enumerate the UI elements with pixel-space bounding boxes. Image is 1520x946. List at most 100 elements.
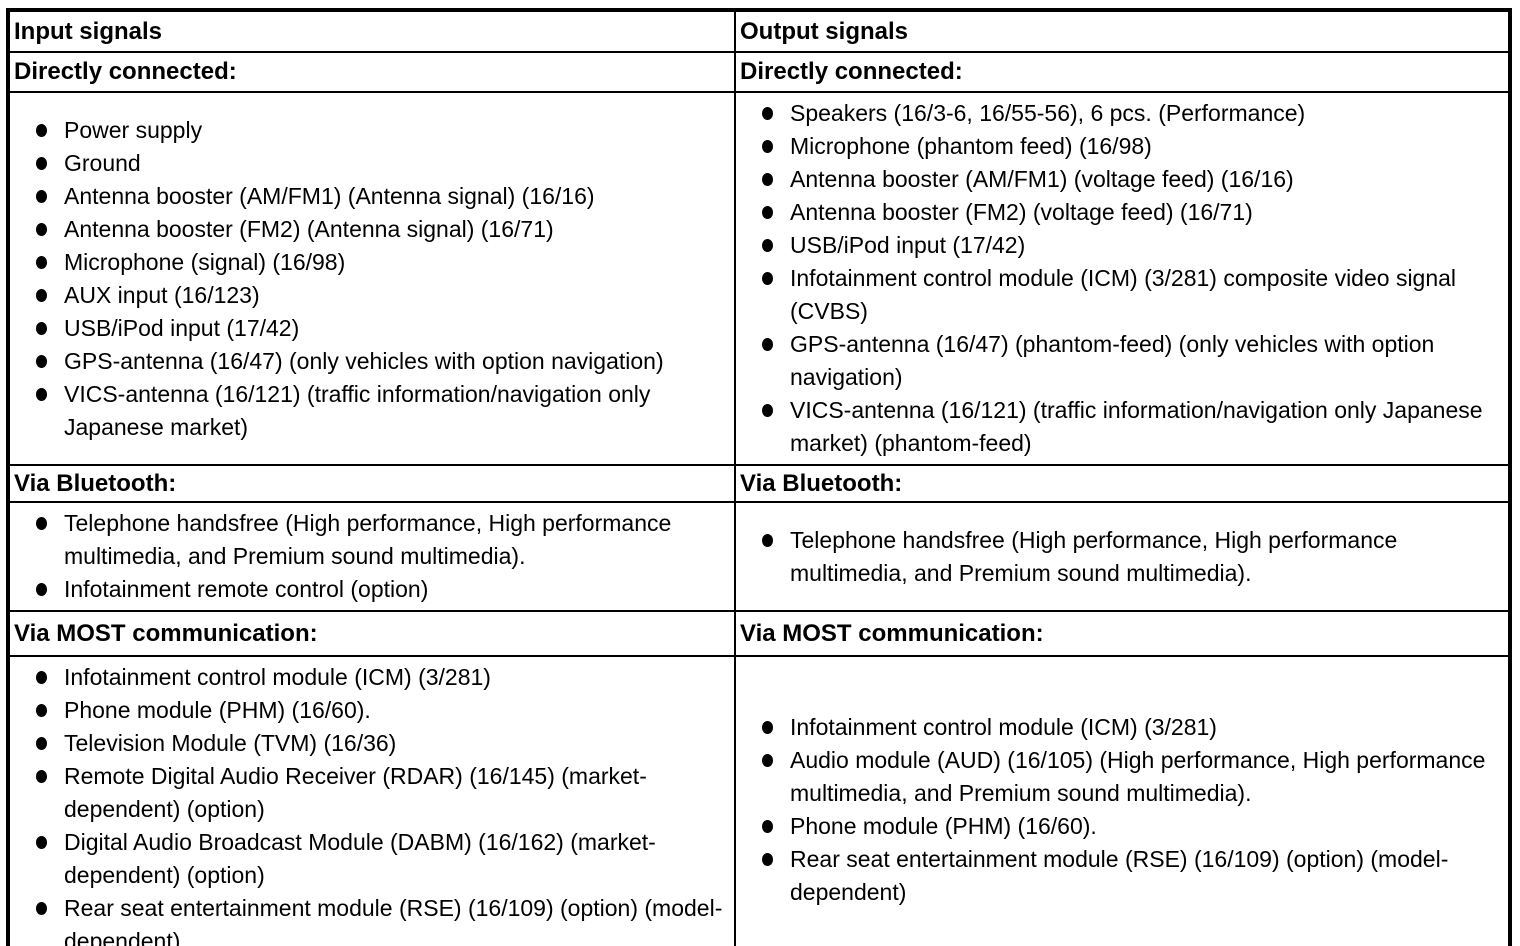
list-item: Antenna booster (FM2) (Antenna signal) (… [36, 213, 728, 246]
bullet-icon [762, 140, 773, 153]
bullet-icon [36, 321, 47, 335]
list-item: Power supply [36, 114, 728, 147]
input-via-bluetooth-title: Via Bluetooth: [7, 464, 736, 503]
bullet-icon [36, 387, 47, 401]
list-item: Speakers (16/3-6, 16/55-56), 6 pcs. (Per… [762, 97, 1502, 130]
input-via-most-title: Via MOST communication: [7, 610, 736, 657]
bullet-icon [36, 222, 47, 236]
list-item: GPS-antenna (16/47) (phantom-feed) (only… [762, 328, 1502, 394]
bullet-icon [36, 737, 47, 750]
list-item-text: VICS-antenna (16/121) (traffic informati… [64, 380, 651, 440]
input-via-most-list: Infotainment control module (ICM) (3/281… [7, 655, 736, 946]
list-item: Microphone (signal) (16/98) [36, 246, 728, 279]
list-item-text: Infotainment remote control (option) [64, 576, 429, 602]
bullet-icon [36, 704, 47, 717]
list-item: AUX input (16/123) [36, 279, 728, 312]
list-item-text: Infotainment control module (ICM) (3/281… [790, 713, 1217, 740]
list-item: Audio module (AUD) (16/105) (High perfor… [762, 744, 1502, 810]
bullet-icon [36, 583, 47, 596]
bullet-icon [762, 338, 773, 351]
list-item-text: Telephone handsfree (High performance, H… [790, 526, 1398, 586]
list-item: Infotainment control module (ICM) (3/281… [762, 711, 1502, 744]
list-item: Digital Audio Broadcast Module (DABM) (1… [36, 826, 728, 892]
list-item-text: GPS-antenna (16/47) (phantom-feed) (only… [790, 331, 1435, 390]
list-item-text: Rear seat entertainment module (RSE) (16… [64, 895, 723, 946]
bullet-icon [36, 671, 47, 684]
bullet-icon [762, 206, 773, 219]
bullet-icon [36, 770, 47, 783]
list-item-text: Audio module (AUD) (16/105) (High perfor… [790, 746, 1486, 806]
input-signals-header: Input signals [7, 9, 736, 53]
list-item-text: AUX input (16/123) [64, 281, 260, 308]
list-item: Remote Digital Audio Receiver (RDAR) (16… [36, 760, 728, 826]
list-item-text: Microphone (phantom feed) (16/98) [790, 133, 1152, 159]
list-item-text: Microphone (signal) (16/98) [64, 248, 346, 275]
input-via-bluetooth-list: Telephone handsfree (High performance, H… [7, 501, 736, 612]
list-item-text: Antenna booster (FM2) (Antenna signal) (… [64, 215, 554, 242]
list-item-text: VICS-antenna (16/121) (traffic informati… [790, 397, 1483, 456]
bullet-icon [36, 836, 47, 849]
signals-table: Input signals Output signals Directly co… [6, 8, 1512, 946]
list-item: Rear seat entertainment module (RSE) (16… [762, 843, 1502, 909]
list-item: Telephone handsfree (High performance, H… [762, 524, 1502, 590]
output-via-bluetooth-list: Telephone handsfree (High performance, H… [734, 501, 1511, 612]
list-item-text: Power supply [64, 116, 203, 143]
list-item-text: Antenna booster (FM2) (voltage feed) (16… [790, 199, 1253, 225]
list-item: Microphone (phantom feed) (16/98) [762, 130, 1502, 163]
list-item: Infotainment control module (ICM) (3/281… [762, 262, 1502, 328]
list-item: Rear seat entertainment module (RSE) (16… [36, 892, 728, 946]
output-directly-connected-title: Directly connected: [734, 51, 1511, 93]
bullet-icon [36, 517, 47, 530]
list-item: Television Module (TVM) (16/36) [36, 727, 728, 760]
list-item: VICS-antenna (16/121) (traffic informati… [36, 378, 728, 444]
list-item-text: Antenna booster (AM/FM1) (Antenna signal… [64, 182, 595, 209]
bullet-icon [762, 852, 773, 866]
bullet-icon [36, 288, 47, 302]
list-item: VICS-antenna (16/121) (traffic informati… [762, 394, 1502, 460]
list-item: Antenna booster (FM2) (voltage feed) (16… [762, 196, 1502, 229]
output-via-most-title: Via MOST communication: [734, 610, 1511, 657]
list-item: Telephone handsfree (High performance, H… [36, 507, 728, 573]
list-item: Phone module (PHM) (16/60). [36, 694, 728, 727]
list-item-text: Telephone handsfree (High performance, H… [64, 510, 672, 569]
list-item: USB/iPod input (17/42) [36, 312, 728, 345]
bullet-icon [762, 819, 773, 833]
list-item: GPS-antenna (16/47) (only vehicles with … [36, 345, 728, 378]
bullet-icon [36, 189, 47, 203]
list-item-text: Infotainment control module (ICM) (3/281… [790, 265, 1457, 324]
output-signals-header: Output signals [734, 9, 1511, 53]
bullet-icon [36, 156, 47, 170]
bullet-icon [36, 123, 47, 137]
bullet-icon [762, 173, 773, 186]
input-directly-connected-list: Power supply Ground Antenna booster (AM/… [7, 91, 736, 466]
bullet-icon [762, 239, 773, 252]
list-item-text: Antenna booster (AM/FM1) (voltage feed) … [790, 166, 1294, 192]
input-directly-connected-title: Directly connected: [7, 51, 736, 93]
list-item-text: Rear seat entertainment module (RSE) (16… [790, 845, 1449, 905]
output-directly-connected-list: Speakers (16/3-6, 16/55-56), 6 pcs. (Per… [734, 91, 1511, 466]
list-item: Phone module (PHM) (16/60). [762, 810, 1502, 843]
list-item: Ground [36, 147, 728, 180]
bullet-icon [762, 404, 773, 417]
list-item-text: Speakers (16/3-6, 16/55-56), 6 pcs. (Per… [790, 100, 1306, 126]
list-item: USB/iPod input (17/42) [762, 229, 1502, 262]
list-item-text: Remote Digital Audio Receiver (RDAR) (16… [64, 763, 647, 822]
list-item-text: GPS-antenna (16/47) (only vehicles with … [64, 347, 664, 374]
list-item: Antenna booster (AM/FM1) (Antenna signal… [36, 180, 728, 213]
list-item-text: Ground [64, 149, 141, 176]
list-item: Antenna booster (AM/FM1) (voltage feed) … [762, 163, 1502, 196]
output-via-most-list: Infotainment control module (ICM) (3/281… [734, 655, 1511, 946]
bullet-icon [762, 272, 773, 285]
list-item-text: Television Module (TVM) (16/36) [64, 730, 397, 756]
bullet-icon [36, 255, 47, 269]
bullet-icon [762, 720, 773, 734]
bullet-icon [36, 354, 47, 368]
list-item: Infotainment control module (ICM) (3/281… [36, 661, 728, 694]
list-item-text: Infotainment control module (ICM) (3/281… [64, 664, 491, 690]
bullet-icon [762, 753, 773, 767]
list-item-text: USB/iPod input (17/42) [64, 314, 300, 341]
list-item-text: Digital Audio Broadcast Module (DABM) (1… [64, 829, 656, 888]
bullet-icon [36, 902, 47, 915]
list-item-text: Phone module (PHM) (16/60). [64, 697, 371, 723]
output-via-bluetooth-title: Via Bluetooth: [734, 464, 1511, 503]
